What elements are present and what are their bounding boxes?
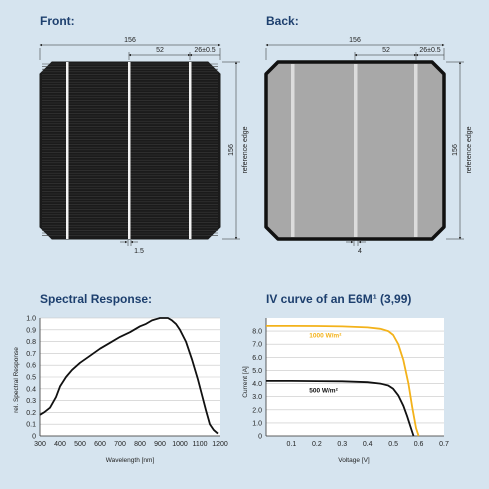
spectral-ytick-label: 0.7 <box>26 351 36 358</box>
spectral-xtick-label: 1200 <box>212 441 228 448</box>
front-dim-busbar-width: 1.5 <box>134 248 144 255</box>
back-busbar-1 <box>291 64 295 237</box>
front-title: Front: <box>40 14 75 28</box>
spectral-xtick-label: 1000 <box>172 441 188 448</box>
front-dim-width: 156 <box>124 37 136 44</box>
iv-xtick-label: 0.5 <box>388 441 398 448</box>
front-busbar-2 <box>128 62 131 239</box>
back-busbar-2 <box>354 64 358 237</box>
spectral-xtick-label: 700 <box>114 441 126 448</box>
back-busbar-3 <box>414 64 418 237</box>
back-dim-height: 156 <box>452 144 459 156</box>
front-dim-busbar-spacing: 52 <box>156 47 164 54</box>
iv-ytick-label: 0 <box>258 434 262 441</box>
spectral-ytick-label: 0 <box>32 434 36 441</box>
back-cell <box>264 60 446 241</box>
spectral-ytick-label: 0.9 <box>26 327 36 334</box>
back-reference-edge: reference edge <box>466 126 473 173</box>
spectral-ytick-label: 0.6 <box>26 363 36 370</box>
spectral-xtick-label: 1100 <box>192 441 207 448</box>
front-dim-height: 156 <box>228 144 235 156</box>
front-busbar-3 <box>189 62 192 239</box>
front-dim-edge: 26±0.5 <box>194 47 215 54</box>
spectral-ytick-label: 0.3 <box>26 398 36 405</box>
iv-ytick-label: 1.0 <box>252 420 262 427</box>
spectral-ytick-label: 0.5 <box>26 375 36 382</box>
iv-series-line-2 <box>266 380 415 437</box>
iv-ytick-label: 4.0 <box>252 381 262 388</box>
iv-ylabel: Current [A] <box>242 366 249 398</box>
cell-drawings: 156 52 26±0.5 156 reference edge 1.5 156… <box>39 37 473 255</box>
spectral-ytick-label: 0.8 <box>26 339 36 346</box>
iv-xtick-label: 0.1 <box>287 441 297 448</box>
iv-ytick-label: 8.0 <box>252 329 262 336</box>
iv-xtick-label: 0.2 <box>312 441 322 448</box>
spectral-xtick-label: 900 <box>154 441 166 448</box>
spectral-plot-area <box>40 318 220 436</box>
front-reference-edge: reference edge <box>242 126 249 173</box>
spectral-title: Spectral Response: <box>40 292 153 306</box>
iv-plot-area <box>266 318 444 436</box>
front-cell <box>39 61 221 240</box>
iv-series-line-1 <box>266 325 420 437</box>
spectral-xtick-label: 600 <box>94 441 106 448</box>
spectral-series-line-1 <box>39 317 219 435</box>
iv-xtick-label: 0.4 <box>363 441 373 448</box>
spectral-xtick-label: 400 <box>54 441 66 448</box>
back-dimensions <box>265 43 464 246</box>
iv-series-label-500: 500 W/m² <box>309 388 338 395</box>
spectral-ytick-label: 0.4 <box>26 386 36 393</box>
spectral-xtick-label: 800 <box>134 441 146 448</box>
iv-xtick-label: 0.7 <box>439 441 449 448</box>
back-dim-edge: 26±0.5 <box>419 47 440 54</box>
iv-ytick-label: 5.0 <box>252 368 262 375</box>
spectral-ytick-label: 0.1 <box>26 422 36 429</box>
back-dim-busbar-spacing: 52 <box>382 47 390 54</box>
spectral-xlabel: Wavelength [nm] <box>106 457 155 464</box>
iv-ytick-label: 3.0 <box>252 394 262 401</box>
iv-xtick-label: 0.6 <box>414 441 424 448</box>
front-busbar-1 <box>66 62 69 239</box>
back-dim-width: 156 <box>349 37 361 44</box>
back-dim-busbar-width: 4 <box>358 248 362 255</box>
iv-ytick-label: 2.0 <box>252 407 262 414</box>
iv-xtick-label: 0.3 <box>337 441 347 448</box>
iv-xlabel: Voltage [V] <box>338 457 370 464</box>
spectral-ytick-label: 0.2 <box>26 410 36 417</box>
iv-series-label-1000: 1000 W/m² <box>309 333 342 340</box>
spectral-xtick-label: 500 <box>74 441 86 448</box>
spectral-ytick-label: 1.0 <box>26 316 36 323</box>
spectral-xtick-label: 300 <box>34 441 46 448</box>
iv-ytick-label: 7.0 <box>252 342 262 349</box>
iv-title: IV curve of an E6M¹ (3,99) <box>266 292 412 306</box>
front-dimensions <box>39 43 240 246</box>
back-title: Back: <box>266 14 299 28</box>
spectral-ylabel: rel. Spectral Response <box>13 347 20 413</box>
iv-ytick-label: 6.0 <box>252 355 262 362</box>
